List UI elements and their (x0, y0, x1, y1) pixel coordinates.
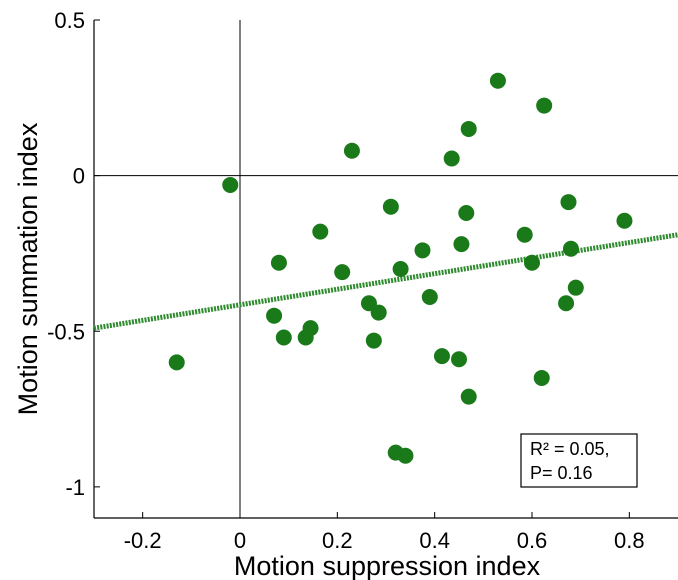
data-point (533, 369, 550, 386)
data-point (460, 388, 477, 405)
plot-frame (93, 20, 678, 519)
y-tick-label: -0.5 (47, 319, 85, 344)
x-tick-label: 0 (234, 528, 246, 553)
data-point (516, 226, 533, 243)
data-point (558, 295, 575, 312)
data-point (460, 120, 477, 137)
data-point (443, 150, 460, 167)
data-point (421, 289, 438, 306)
data-point (370, 304, 387, 321)
stats-annotation: R² = 0.05, P= 0.16 (520, 433, 638, 488)
x-tick-label: 0.6 (517, 528, 548, 553)
x-axis-ticks: -0.2 0 0.2 0.4 0.6 0.8 (124, 512, 645, 553)
p-value-label: P= 0.16 (530, 463, 593, 483)
data-point (275, 329, 292, 346)
data-point (458, 204, 475, 221)
data-point (168, 354, 185, 371)
x-tick-label: 0.2 (322, 528, 353, 553)
zero-lines (94, 20, 678, 518)
data-point (567, 279, 584, 296)
y-tick-label: 0 (73, 164, 85, 189)
data-point (560, 194, 577, 211)
fit-line (93, 232, 678, 331)
data-point (266, 307, 283, 324)
r-squared-label: R² = 0.05, (530, 439, 610, 459)
x-tick-label: 0.4 (419, 528, 450, 553)
y-axis-ticks: -1 -0.5 0 0.5 (47, 8, 100, 500)
data-points (168, 72, 633, 464)
y-tick-label: 0.5 (54, 8, 85, 33)
x-tick-label: -0.2 (124, 528, 162, 553)
x-tick-label: 0.8 (614, 528, 645, 553)
data-point (392, 261, 409, 277)
data-point (489, 72, 506, 89)
data-point (524, 254, 540, 271)
stats-box (520, 433, 638, 488)
data-point (312, 223, 329, 240)
data-point (433, 348, 450, 365)
y-axis-label: Motion summation index (13, 122, 43, 415)
data-point (414, 242, 431, 259)
data-point (453, 236, 470, 253)
data-point (616, 212, 633, 229)
data-point (397, 447, 414, 464)
data-point (222, 176, 239, 193)
data-point (451, 351, 467, 368)
data-point (382, 198, 399, 215)
x-axis-label: Motion suppression index (234, 551, 541, 580)
data-point (270, 254, 287, 271)
data-point (343, 142, 360, 159)
data-point (334, 264, 351, 281)
data-point (302, 320, 319, 337)
regression-line (93, 232, 678, 331)
data-point (536, 97, 553, 114)
data-point (365, 332, 382, 349)
y-tick-label: -1 (65, 475, 85, 500)
data-point (562, 240, 579, 257)
